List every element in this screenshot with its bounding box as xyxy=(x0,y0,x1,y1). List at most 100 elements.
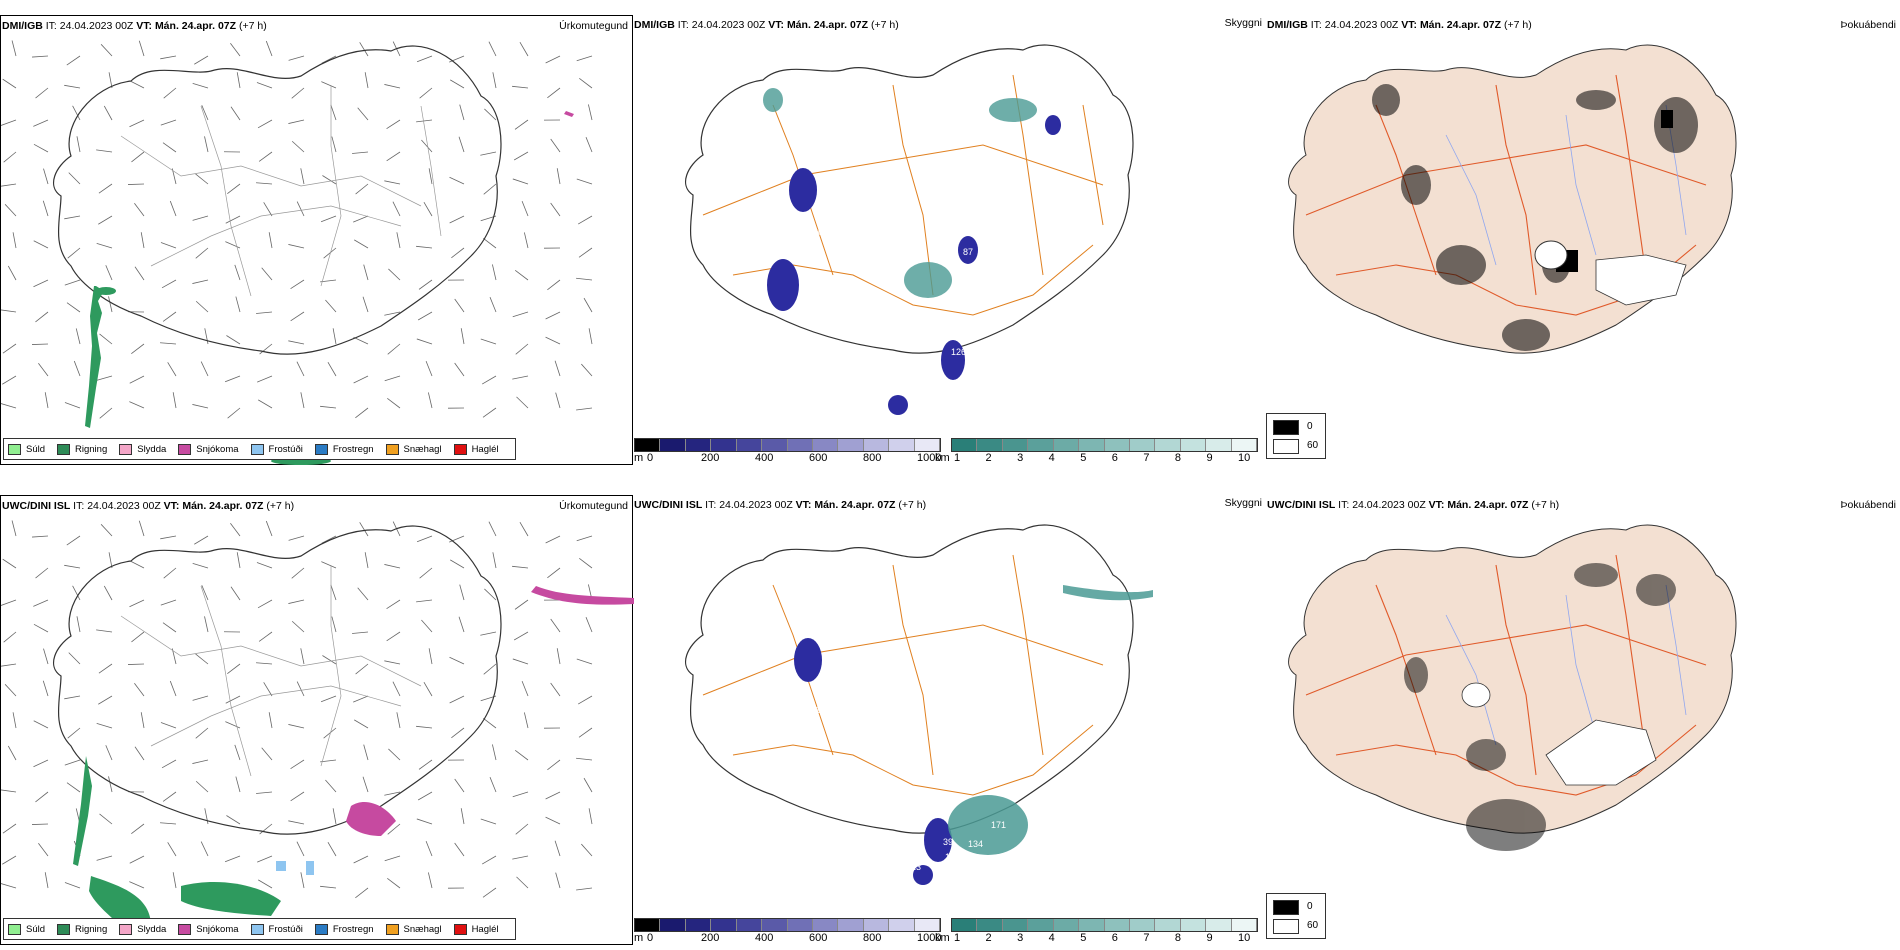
wind-barb xyxy=(576,757,593,761)
wind-barb xyxy=(364,552,369,569)
wind-barb xyxy=(288,599,305,604)
wind-barb xyxy=(35,87,49,99)
wind-barb xyxy=(577,215,593,225)
wind-barb xyxy=(161,759,177,769)
panel-parameter: Skyggni xyxy=(1224,497,1262,509)
wind-barb xyxy=(547,567,561,579)
wind-barb xyxy=(583,777,593,793)
wind-barb xyxy=(480,818,497,825)
scale-tick-label: 4 xyxy=(1048,452,1055,464)
scale-segment xyxy=(1028,919,1054,931)
wind-barb xyxy=(33,240,49,249)
fog-high-label: 0 xyxy=(1307,421,1313,432)
wind-barb xyxy=(555,392,561,409)
scale-segment xyxy=(1104,439,1130,451)
wind-barb xyxy=(325,299,337,313)
wind-barb xyxy=(547,87,561,99)
cloud-base-ticks: 0 200 400 600 800 1000 xyxy=(647,452,941,464)
scale-tick-label: 800 xyxy=(863,452,882,464)
wind-barb xyxy=(392,201,401,217)
wind-barb xyxy=(320,279,337,283)
wind-barb xyxy=(33,720,49,729)
wind-barb xyxy=(66,55,81,66)
precip-legend-item: Súld xyxy=(8,923,45,935)
wind-barb xyxy=(450,79,465,89)
wind-barb xyxy=(488,41,497,57)
map-label: 11 xyxy=(935,382,944,392)
scale-tick-label: 1 xyxy=(954,452,961,464)
wind-barb xyxy=(516,876,529,889)
wind-barb xyxy=(7,745,17,761)
wind-barb xyxy=(227,663,241,675)
panel-header: DMI/IGB IT: 24.04.2023 00Z VT: Mán. 24.a… xyxy=(634,19,899,31)
wind-barb xyxy=(480,631,497,636)
wind-barb xyxy=(290,791,305,802)
iceland-map-visibility: 14 130 87 101 107 126 11 xyxy=(685,44,1134,415)
scale-segment xyxy=(736,439,763,451)
precip-legend-swatch xyxy=(57,443,71,455)
precip-legend-label: Rigning xyxy=(75,443,108,455)
wind-barb xyxy=(489,777,497,793)
wind-barb xyxy=(256,562,273,569)
scale-tick-label: 6 xyxy=(1111,452,1118,464)
scale-segment xyxy=(1129,919,1156,931)
wind-barb xyxy=(105,265,113,281)
wind-barb xyxy=(355,407,369,419)
wind-barb xyxy=(224,375,241,383)
wind-barb xyxy=(514,119,529,130)
wind-barb xyxy=(421,619,433,633)
wind-barb xyxy=(32,535,49,538)
wind-barb xyxy=(1,309,17,313)
wind-barb xyxy=(66,302,81,313)
precip-legend-swatch xyxy=(57,923,71,935)
wind-barb xyxy=(492,744,497,761)
wind-barb xyxy=(458,136,465,153)
scale-segment xyxy=(711,439,737,451)
wind-barb xyxy=(483,183,497,195)
wind-barb xyxy=(129,119,145,128)
wind-barb xyxy=(386,631,401,642)
wind-barb xyxy=(523,712,529,729)
wind-barb xyxy=(512,311,529,318)
wind-barb xyxy=(162,622,177,633)
wind-barb xyxy=(352,151,369,154)
wind-barb xyxy=(388,748,401,761)
wind-barb xyxy=(162,791,177,802)
wind-barb xyxy=(359,42,369,57)
map-label: 87 xyxy=(963,247,973,257)
wind-barb xyxy=(323,727,337,739)
wind-barb xyxy=(127,183,145,185)
wind-barb xyxy=(545,816,561,825)
wind-barb xyxy=(64,759,81,766)
wind-barb xyxy=(387,397,401,409)
scale-segment xyxy=(1028,439,1054,451)
map-label: 111 xyxy=(811,705,825,715)
wind-barb xyxy=(2,855,17,865)
wind-barb xyxy=(515,823,529,835)
wind-barb xyxy=(523,232,529,249)
wind-barb xyxy=(32,55,49,58)
scale-segment xyxy=(952,919,978,931)
wind-barb xyxy=(2,823,17,834)
precip-legend-label: Snæhagl xyxy=(403,923,442,935)
wind-barb xyxy=(512,791,529,798)
wind-barb xyxy=(257,375,273,383)
wind-barb xyxy=(300,392,305,409)
precip-legend-label: Frostregn xyxy=(332,443,374,455)
precip-legend-item: Frostregn xyxy=(314,923,374,935)
visibility-scale xyxy=(951,438,1258,452)
wind-barb xyxy=(204,616,209,633)
precip-legend-label: Haglél xyxy=(471,443,499,455)
wind-barb xyxy=(460,808,465,825)
scale-segment xyxy=(660,439,686,451)
scale-segment xyxy=(952,439,978,451)
scale-segment xyxy=(1180,919,1207,931)
wind-barb xyxy=(296,841,305,857)
precip-legend-label: Frostregn xyxy=(332,923,374,935)
iceland-map-fog xyxy=(1288,44,1737,354)
wind-barb xyxy=(96,723,113,729)
wind-barb xyxy=(450,559,465,569)
scale-tick-label: 9 xyxy=(1206,932,1213,944)
map-label: 92 xyxy=(941,867,951,877)
wind-barb xyxy=(454,362,465,377)
